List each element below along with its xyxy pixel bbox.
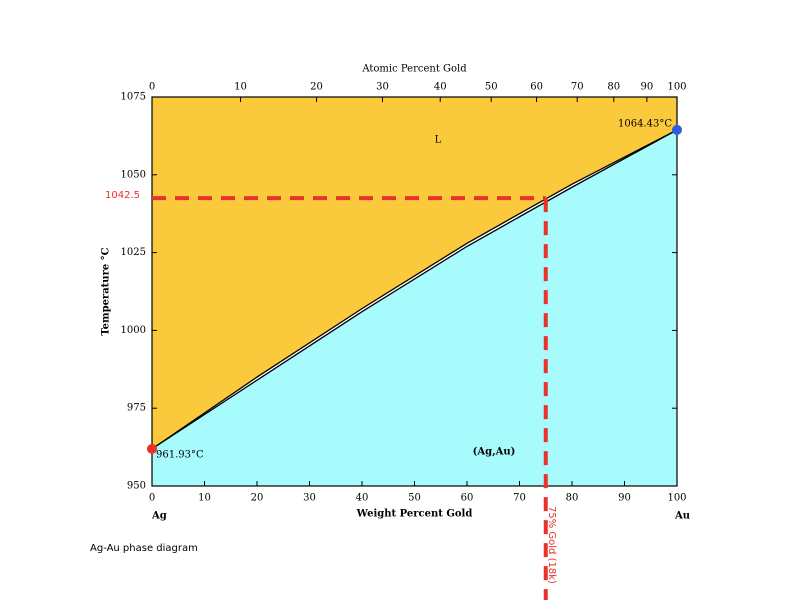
caption: Ag-Au phase diagram	[90, 543, 198, 554]
x-tick-label: 40	[356, 493, 369, 504]
x-tick-label: 60	[461, 493, 474, 504]
melting-point-label: 961.93°C	[156, 449, 204, 460]
phase-line	[151, 129, 678, 450]
x2-tick-label: 60	[530, 82, 543, 93]
x-tick-label: 100	[667, 493, 686, 504]
x-tick-label: 90	[618, 493, 631, 504]
element-right: Au	[674, 511, 690, 522]
phase-line	[151, 129, 678, 450]
melting-point	[147, 443, 157, 454]
region-label: L	[435, 135, 442, 146]
marker-y-label: 1042.5	[105, 190, 140, 201]
x2-tick-label: 10	[234, 82, 247, 93]
y-axis-title: Temperature °C	[101, 247, 112, 335]
x2-axis-title: Atomic Percent Gold	[361, 64, 467, 75]
x-tick-label: 50	[408, 493, 421, 504]
y-tick-label: 1050	[121, 169, 146, 180]
x-axis-title: Weight Percent Gold	[356, 509, 473, 520]
melting-point	[672, 124, 682, 135]
y-tick-label: 950	[127, 481, 146, 492]
liquid-region	[152, 97, 677, 449]
x2-tick-label: 20	[310, 82, 323, 93]
x-tick-label: 20	[251, 493, 264, 504]
x2-tick-label: 90	[641, 82, 654, 93]
x2-tick-label: 40	[434, 82, 447, 93]
y-tick-label: 1000	[121, 325, 146, 336]
x-tick-label: 70	[513, 493, 526, 504]
y-tick-label: 1075	[121, 92, 146, 103]
element-left: Ag	[151, 511, 167, 522]
x2-tick-label: 50	[485, 82, 498, 93]
y-tick-label: 975	[127, 403, 146, 414]
marker-x-label: 75% Gold (18k)	[546, 506, 557, 584]
melting-point-label: 1064.43°C	[618, 118, 672, 129]
region-label: (Ag,Au)	[473, 447, 516, 458]
x2-tick-label: 100	[667, 82, 686, 93]
x2-tick-label: 80	[607, 82, 620, 93]
x2-tick-label: 30	[376, 82, 389, 93]
y-tick-label: 1025	[121, 247, 146, 258]
x2-tick-label: 70	[571, 82, 584, 93]
x-tick-label: 30	[303, 493, 316, 504]
x-tick-label: 10	[198, 493, 211, 504]
x-tick-label: 80	[566, 493, 579, 504]
x2-tick-label: 0	[149, 82, 155, 93]
solid-region	[152, 129, 677, 486]
x-tick-label: 0	[149, 493, 155, 504]
